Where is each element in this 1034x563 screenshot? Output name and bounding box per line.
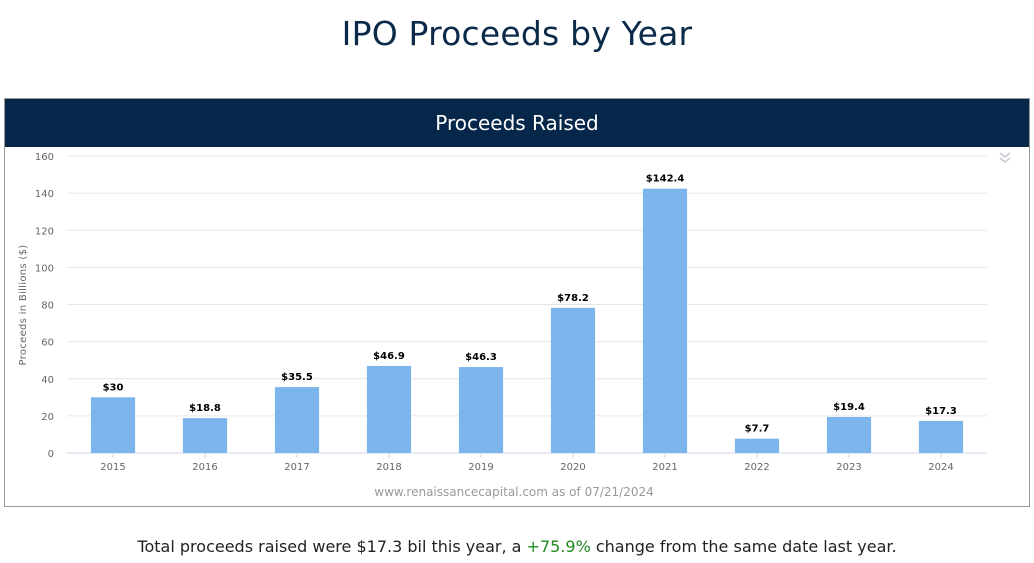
bars <box>90 188 964 454</box>
data-label: $19.4 <box>833 402 865 413</box>
y-tick-label: 140 <box>35 189 54 200</box>
x-tick-label: 2022 <box>744 462 769 473</box>
bar[interactable] <box>366 365 412 453</box>
y-axis-label: Proceeds in Billions ($) <box>18 245 29 366</box>
chart-panel: Proceeds Raised 0 20 40 60 80 100 120 140 160 $3… <box>4 98 1030 507</box>
bar[interactable] <box>274 387 320 453</box>
y-tick-label: 80 <box>41 301 54 312</box>
panel-header: Proceeds Raised <box>5 99 1029 147</box>
bar[interactable] <box>550 307 596 453</box>
x-tick-label: 2015 <box>100 462 125 473</box>
summary-prefix: Total proceeds raised were $17.3 bil thi… <box>137 537 527 556</box>
x-tick-label: 2020 <box>560 462 585 473</box>
double-chevron-down-icon[interactable] <box>997 151 1013 169</box>
summary-suffix: change from the same date last year. <box>590 537 897 556</box>
y-axis-ticks: 0 20 40 60 80 100 120 140 160 <box>35 152 54 460</box>
x-tick-label: 2018 <box>376 462 401 473</box>
page-title: IPO Proceeds by Year <box>341 14 693 53</box>
y-tick-label: 20 <box>41 412 54 423</box>
bar[interactable] <box>182 418 228 453</box>
data-label: $46.9 <box>373 351 405 362</box>
chart-credit: www.renaissancecapital.com as of 07/21/2… <box>374 485 653 499</box>
x-tick-label: 2024 <box>928 462 953 473</box>
x-axis-ticks: 2015 2016 2017 2018 2019 2020 2021 2022 2023 2024 <box>100 453 954 473</box>
data-label: $17.3 <box>925 406 957 417</box>
bar[interactable] <box>826 416 872 453</box>
x-tick-label: 2019 <box>468 462 493 473</box>
bar-chart: 0 20 40 60 80 100 120 140 160 $30 $18.8 $35.5 $46.9… <box>18 152 987 499</box>
data-labels: $30 $18.8 $35.5 $46.9 $46.3 $78.2 $142.4 $7.7 $1… <box>103 174 957 435</box>
data-label: $35.5 <box>281 372 313 383</box>
bar[interactable] <box>642 188 688 454</box>
bar[interactable] <box>458 367 504 453</box>
grid-lines <box>67 155 987 454</box>
y-tick-label: 0 <box>48 449 54 460</box>
bar[interactable] <box>734 438 780 453</box>
data-label: $30 <box>103 382 124 393</box>
bar[interactable] <box>90 397 136 453</box>
y-tick-label: 40 <box>41 375 54 386</box>
x-tick-label: 2016 <box>192 462 217 473</box>
data-label: $46.3 <box>465 352 497 363</box>
y-tick-label: 160 <box>35 152 54 163</box>
data-label: $7.7 <box>745 424 770 435</box>
data-label: $78.2 <box>557 293 589 304</box>
y-tick-label: 100 <box>35 263 54 274</box>
x-tick-label: 2021 <box>652 462 677 473</box>
summary-text: Total proceeds raised were $17.3 bil thi… <box>0 537 1034 556</box>
x-tick-label: 2017 <box>284 462 309 473</box>
bar[interactable] <box>918 420 964 453</box>
change-percent: +75.9% <box>526 537 591 556</box>
data-label: $142.4 <box>646 174 685 185</box>
y-tick-label: 120 <box>35 226 54 237</box>
x-tick-label: 2023 <box>836 462 861 473</box>
data-label: $18.8 <box>189 403 221 414</box>
y-tick-label: 60 <box>41 338 54 349</box>
